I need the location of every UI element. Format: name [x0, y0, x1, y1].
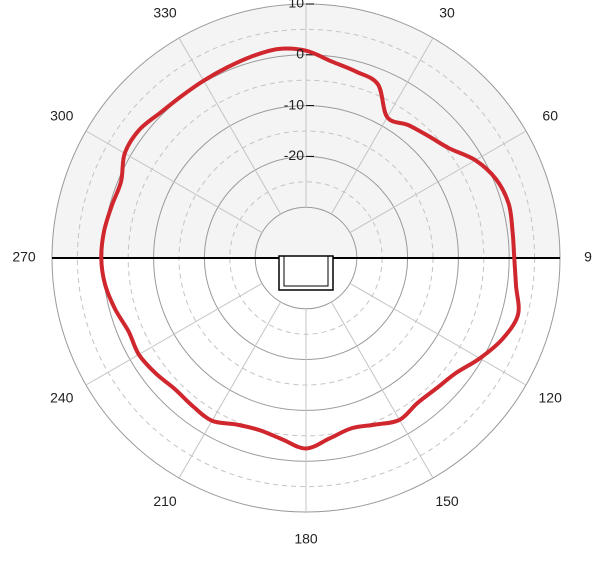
center-box-outer	[278, 255, 334, 291]
radial-tick-label: -10	[284, 96, 304, 112]
angle-tick-label: 180	[294, 531, 318, 547]
spoke-line	[85, 282, 263, 386]
angle-tick-label: 60	[542, 108, 558, 124]
center-box-inner	[283, 255, 329, 287]
spoke-line	[85, 130, 263, 234]
series-line	[99, 46, 521, 451]
radial-tick-label: -20	[284, 147, 304, 163]
angle-tick-label: 240	[50, 390, 74, 406]
angle-tick-label: 300	[50, 108, 74, 124]
center-layer	[278, 255, 334, 291]
spoke-line	[349, 130, 527, 234]
radial-tick-label: 10	[288, 0, 304, 11]
angle-tick-label: 9	[584, 249, 592, 265]
angle-tick-label: 210	[153, 493, 177, 509]
radial-tick-label: 0	[296, 46, 304, 62]
spoke-line	[330, 301, 434, 479]
angle-tick-label: 120	[539, 390, 563, 406]
labels-layer: 30 60 9 120 150 180 210 240 270 300 330 10 0 -10 -20	[12, 0, 592, 547]
angle-tick-label: 330	[153, 5, 177, 21]
angle-tick-label: 30	[439, 5, 455, 21]
series-layer	[99, 46, 521, 451]
angle-tick-label: 270	[12, 249, 36, 265]
spoke-line	[178, 301, 282, 479]
angle-tick-label: 150	[435, 493, 459, 509]
spoke-line	[349, 282, 527, 386]
spoke-line	[330, 37, 434, 215]
spoke-line	[178, 37, 282, 215]
